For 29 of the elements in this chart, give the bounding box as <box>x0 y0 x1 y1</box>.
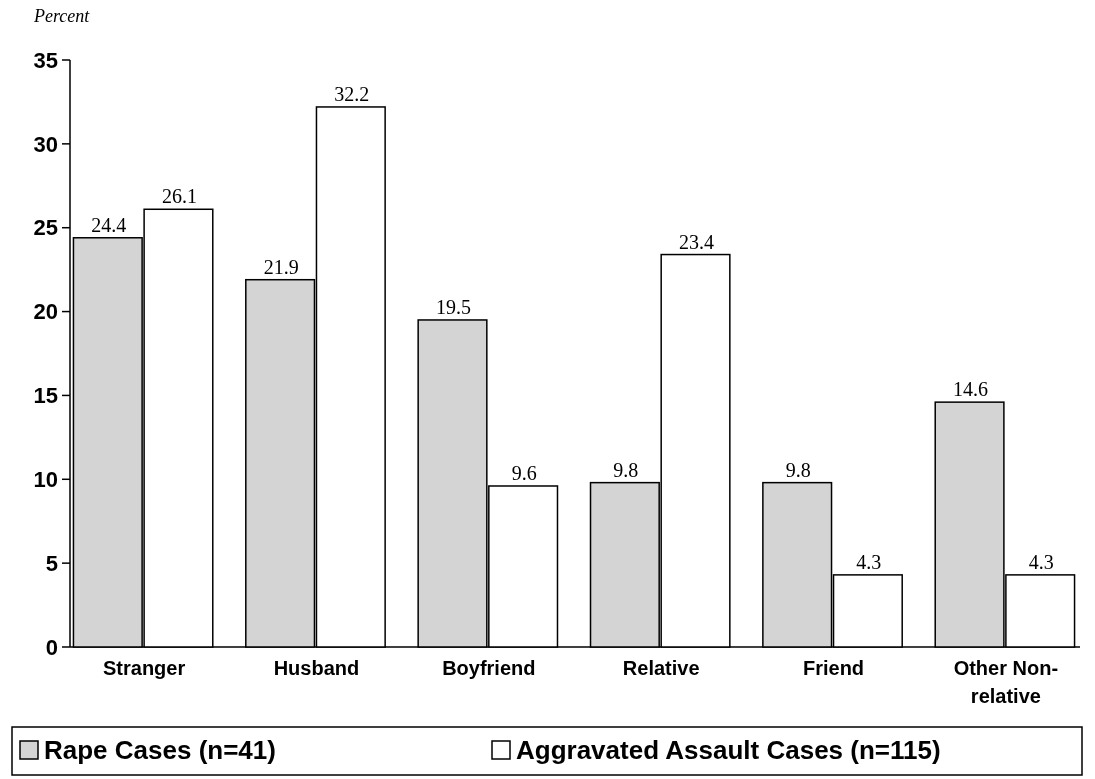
x-tick-label: Relative <box>622 657 700 679</box>
data-label: 4.3 <box>856 550 882 573</box>
data-label: 4.3 <box>1028 550 1054 573</box>
y-axis-title: Percent <box>33 6 91 26</box>
data-label: 19.5 <box>435 295 471 318</box>
data-label: 9.6 <box>511 461 537 484</box>
data-label: 9.8 <box>613 458 639 481</box>
y-tick-label: 0 <box>45 634 58 660</box>
y-tick-label: 15 <box>33 383 58 409</box>
data-label: 23.4 <box>679 230 715 253</box>
x-tick-label: Stranger <box>102 657 186 679</box>
y-tick-label: 5 <box>45 550 58 576</box>
y-tick-label: 35 <box>33 47 58 73</box>
x-tick-label: Boyfriend <box>442 657 536 679</box>
x-tick-label: Friend <box>802 657 865 679</box>
y-tick-label: 25 <box>33 215 58 241</box>
x-tick-label: Husband <box>273 657 360 679</box>
x-tick-label: Other Non-relative <box>953 657 1059 707</box>
y-tick-label: 20 <box>33 299 58 325</box>
y-tick-label: 10 <box>33 466 58 492</box>
data-label: 24.4 <box>91 213 127 236</box>
data-label: 21.9 <box>263 255 299 278</box>
y-tick-label: 30 <box>33 131 58 157</box>
legend-label: Aggravated Assault Cases (n=115) <box>516 735 941 765</box>
data-label: 26.1 <box>161 185 197 208</box>
data-label: 32.2 <box>334 82 370 105</box>
data-label: 9.8 <box>785 458 811 481</box>
legend-label: Rape Cases (n=41) <box>44 735 276 765</box>
data-label: 14.6 <box>953 378 989 401</box>
